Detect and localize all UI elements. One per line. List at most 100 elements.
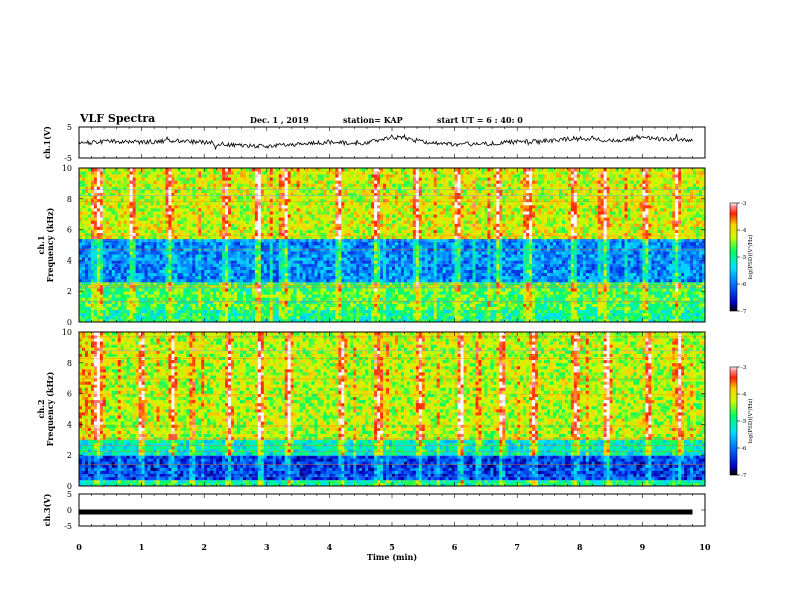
spectrogram-cell xyxy=(207,211,211,215)
spectrogram-cell xyxy=(353,291,357,295)
spectrogram-cell xyxy=(159,201,163,206)
spectrogram-cell xyxy=(275,272,280,277)
spectrogram-cell xyxy=(90,189,95,193)
spectrogram-cell xyxy=(308,257,312,261)
spectrogram-cell xyxy=(269,226,274,230)
spectrogram-cell xyxy=(183,168,187,172)
spectrogram-cell xyxy=(195,303,199,307)
spectrogram-cell xyxy=(242,294,247,298)
spectrogram-cell xyxy=(108,318,113,322)
spectrogram-cell xyxy=(281,201,286,206)
spectrogram-cell xyxy=(96,229,101,234)
spectrogram-cell xyxy=(195,312,199,317)
spectrogram-cell xyxy=(350,174,354,178)
spectrogram-cell xyxy=(165,300,169,304)
spectrogram-cell xyxy=(248,272,253,277)
spectrogram-cell xyxy=(317,208,321,212)
spectrogram-cell xyxy=(165,235,169,240)
spectrogram-cell xyxy=(353,269,357,274)
spectrogram-cell xyxy=(153,269,157,274)
spectrogram-cell xyxy=(87,168,92,172)
spectrogram-cell xyxy=(84,306,89,311)
spectrogram-cell xyxy=(281,208,286,212)
spectrogram-cell xyxy=(79,312,83,317)
spectrogram-cell xyxy=(171,168,175,172)
spectrogram-cell xyxy=(165,263,169,267)
spectrogram-cell xyxy=(219,220,223,224)
spectrogram-cell xyxy=(102,309,107,314)
spectrogram-cell xyxy=(248,297,253,301)
spectrogram-cell xyxy=(186,195,190,200)
spectrogram-cell xyxy=(225,232,229,237)
spectrogram-cell xyxy=(198,297,202,301)
spectrogram-cell xyxy=(335,318,339,322)
spectrogram-cell xyxy=(213,245,217,249)
spectrogram-cell xyxy=(296,174,300,178)
spectrogram-cell xyxy=(111,226,116,230)
spectrogram-cell xyxy=(251,226,256,230)
spectrogram-cell xyxy=(189,315,193,320)
spectrogram-cell xyxy=(195,275,199,280)
spectrogram-cell xyxy=(329,306,333,311)
spectrogram-cell xyxy=(344,272,348,277)
spectrogram-cell xyxy=(281,183,286,187)
spectrogram-cell xyxy=(174,168,178,172)
spectrogram-cell xyxy=(362,315,366,320)
spectrogram-cell xyxy=(287,223,291,227)
spectrogram-cell xyxy=(263,226,268,230)
spectrogram-cell xyxy=(296,297,300,301)
spectrogram-cell xyxy=(347,257,351,261)
spectrogram-cell xyxy=(201,312,205,317)
spectrogram-cell xyxy=(368,245,372,249)
spectrogram-cell xyxy=(195,260,199,264)
spectrogram-cell xyxy=(147,309,151,314)
spectrogram-cell xyxy=(114,278,119,283)
spectrogram-cell xyxy=(263,186,268,190)
spectrogram-cell xyxy=(102,315,107,320)
spectrogram-cell xyxy=(329,220,333,224)
spectrogram-cell xyxy=(245,260,250,264)
spectrogram-cell xyxy=(299,211,303,215)
spectrogram-cell xyxy=(359,204,363,209)
spectrogram-cell xyxy=(144,226,148,230)
spectrogram-cell xyxy=(147,303,151,307)
spectrogram-cell xyxy=(192,315,196,320)
spectrogram-cell xyxy=(126,266,131,270)
spectrogram-cell xyxy=(287,266,291,270)
spectrogram-cell xyxy=(314,177,318,181)
spectrogram-cell xyxy=(111,315,116,320)
spectrogram-cell xyxy=(189,198,193,203)
spectrogram-cell xyxy=(269,275,274,280)
spectrogram-cell xyxy=(111,198,116,203)
spectrogram-cell xyxy=(284,275,289,280)
spectrogram-cell xyxy=(198,192,202,197)
spectrogram-cell xyxy=(90,315,95,320)
spectrogram-cell xyxy=(138,201,142,206)
spectrogram-cell xyxy=(171,312,175,317)
spectrogram-cell xyxy=(362,294,366,298)
spectrogram-cell xyxy=(93,260,98,264)
spectrogram-cell xyxy=(162,214,166,218)
spectrogram-cell xyxy=(251,208,256,212)
spectrogram-cell xyxy=(257,278,262,283)
spectrogram-cell xyxy=(350,198,354,203)
spectrogram-cell xyxy=(144,229,148,234)
spectrogram-cell xyxy=(207,204,211,209)
spectrogram-cell xyxy=(183,174,187,178)
spectrogram-cell xyxy=(183,189,187,193)
spectrogram-cell xyxy=(189,291,193,295)
spectrogram-cell xyxy=(93,303,98,307)
spectrogram-cell xyxy=(293,186,297,190)
spectrogram-cell xyxy=(290,272,294,277)
spectrogram-cell xyxy=(201,183,205,187)
spectrogram-cell xyxy=(242,266,247,270)
spectrogram-cell xyxy=(236,315,241,320)
spectrogram-cell xyxy=(111,245,116,249)
spectrogram-cell xyxy=(317,232,321,237)
spectrogram-cell xyxy=(132,272,136,277)
spectrogram-cell xyxy=(228,294,232,298)
spectrogram-cell xyxy=(138,232,142,237)
spectrogram-cell xyxy=(281,297,286,301)
spectrogram-cell xyxy=(248,171,253,175)
spectrogram-cell xyxy=(219,183,223,187)
